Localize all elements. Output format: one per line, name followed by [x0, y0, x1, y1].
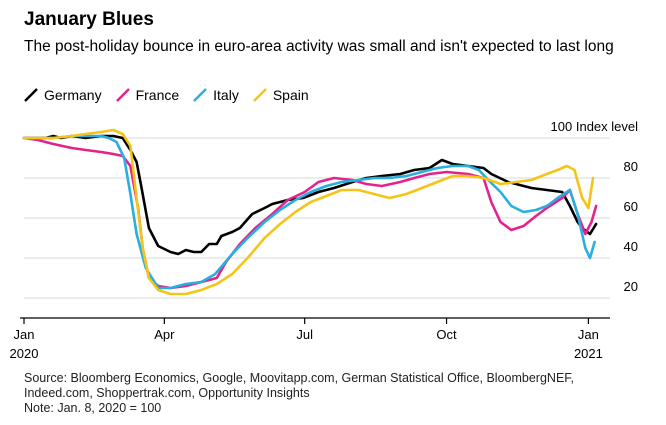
x-tick-sublabel-2020: 2020 [10, 346, 39, 361]
legend-item-italy: Italy [193, 86, 239, 104]
legend-label-spain: Spain [272, 87, 309, 103]
series-line-italy [22, 134, 596, 290]
series-line-france [22, 136, 598, 290]
legend-swatch-spain [252, 88, 267, 102]
y-tick-label-60: 60 [624, 199, 638, 214]
y-axis-top-label: 100 Index level [551, 119, 639, 134]
chart-footer: Source: Bloomberg Economics, Google, Moo… [24, 371, 649, 416]
legend-item-france: France [115, 86, 180, 104]
y-tick-label-20: 20 [624, 279, 638, 294]
x-tick-sublabel-2021: 2021 [574, 346, 603, 361]
legend-label-germany: Germany [44, 87, 102, 103]
legend-item-spain: Spain [252, 86, 309, 104]
source-line-1: Source: Bloomberg Economics, Google, Moo… [24, 371, 575, 385]
x-tick-label-jan: Jan [14, 327, 35, 342]
y-tick-label-80: 80 [624, 159, 638, 174]
chart-note: Note: Jan. 8, 2020 = 100 [24, 401, 162, 415]
chart-title: January Blues [24, 9, 154, 30]
legend-swatch-france [115, 88, 130, 102]
line-chart: 20 40 60 80 100 Index level Jan 2020 Apr Jul Oct J… [10, 119, 639, 361]
legend-label-italy: Italy [213, 87, 239, 103]
legend-swatch-germany [24, 88, 38, 102]
x-tick-label-jul: Jul [296, 327, 313, 342]
legend-label-france: France [135, 87, 180, 103]
legend-swatch-italy [193, 88, 208, 102]
source-line-2: Indeed.com, Shoppertrak.com, Opportunity… [24, 386, 310, 400]
x-tick-label-jan: Jan [578, 327, 599, 342]
chart-legend: Germany France Italy Spain [24, 86, 323, 104]
grid-layer [24, 137, 610, 299]
y-tick-label-40: 40 [624, 239, 638, 254]
legend-item-germany: Germany [24, 86, 102, 104]
chart-subtitle: The post-holiday bounce in euro-area act… [24, 38, 614, 55]
series-line-spain [22, 128, 595, 296]
x-tick-label-apr: Apr [154, 327, 175, 342]
x-tick-label-oct: Oct [436, 327, 457, 342]
series-line-germany [22, 134, 598, 256]
series-layer [22, 128, 598, 296]
axis-layer: 20 40 60 80 100 Index level Jan 2020 Apr Jul Oct J… [10, 119, 639, 361]
